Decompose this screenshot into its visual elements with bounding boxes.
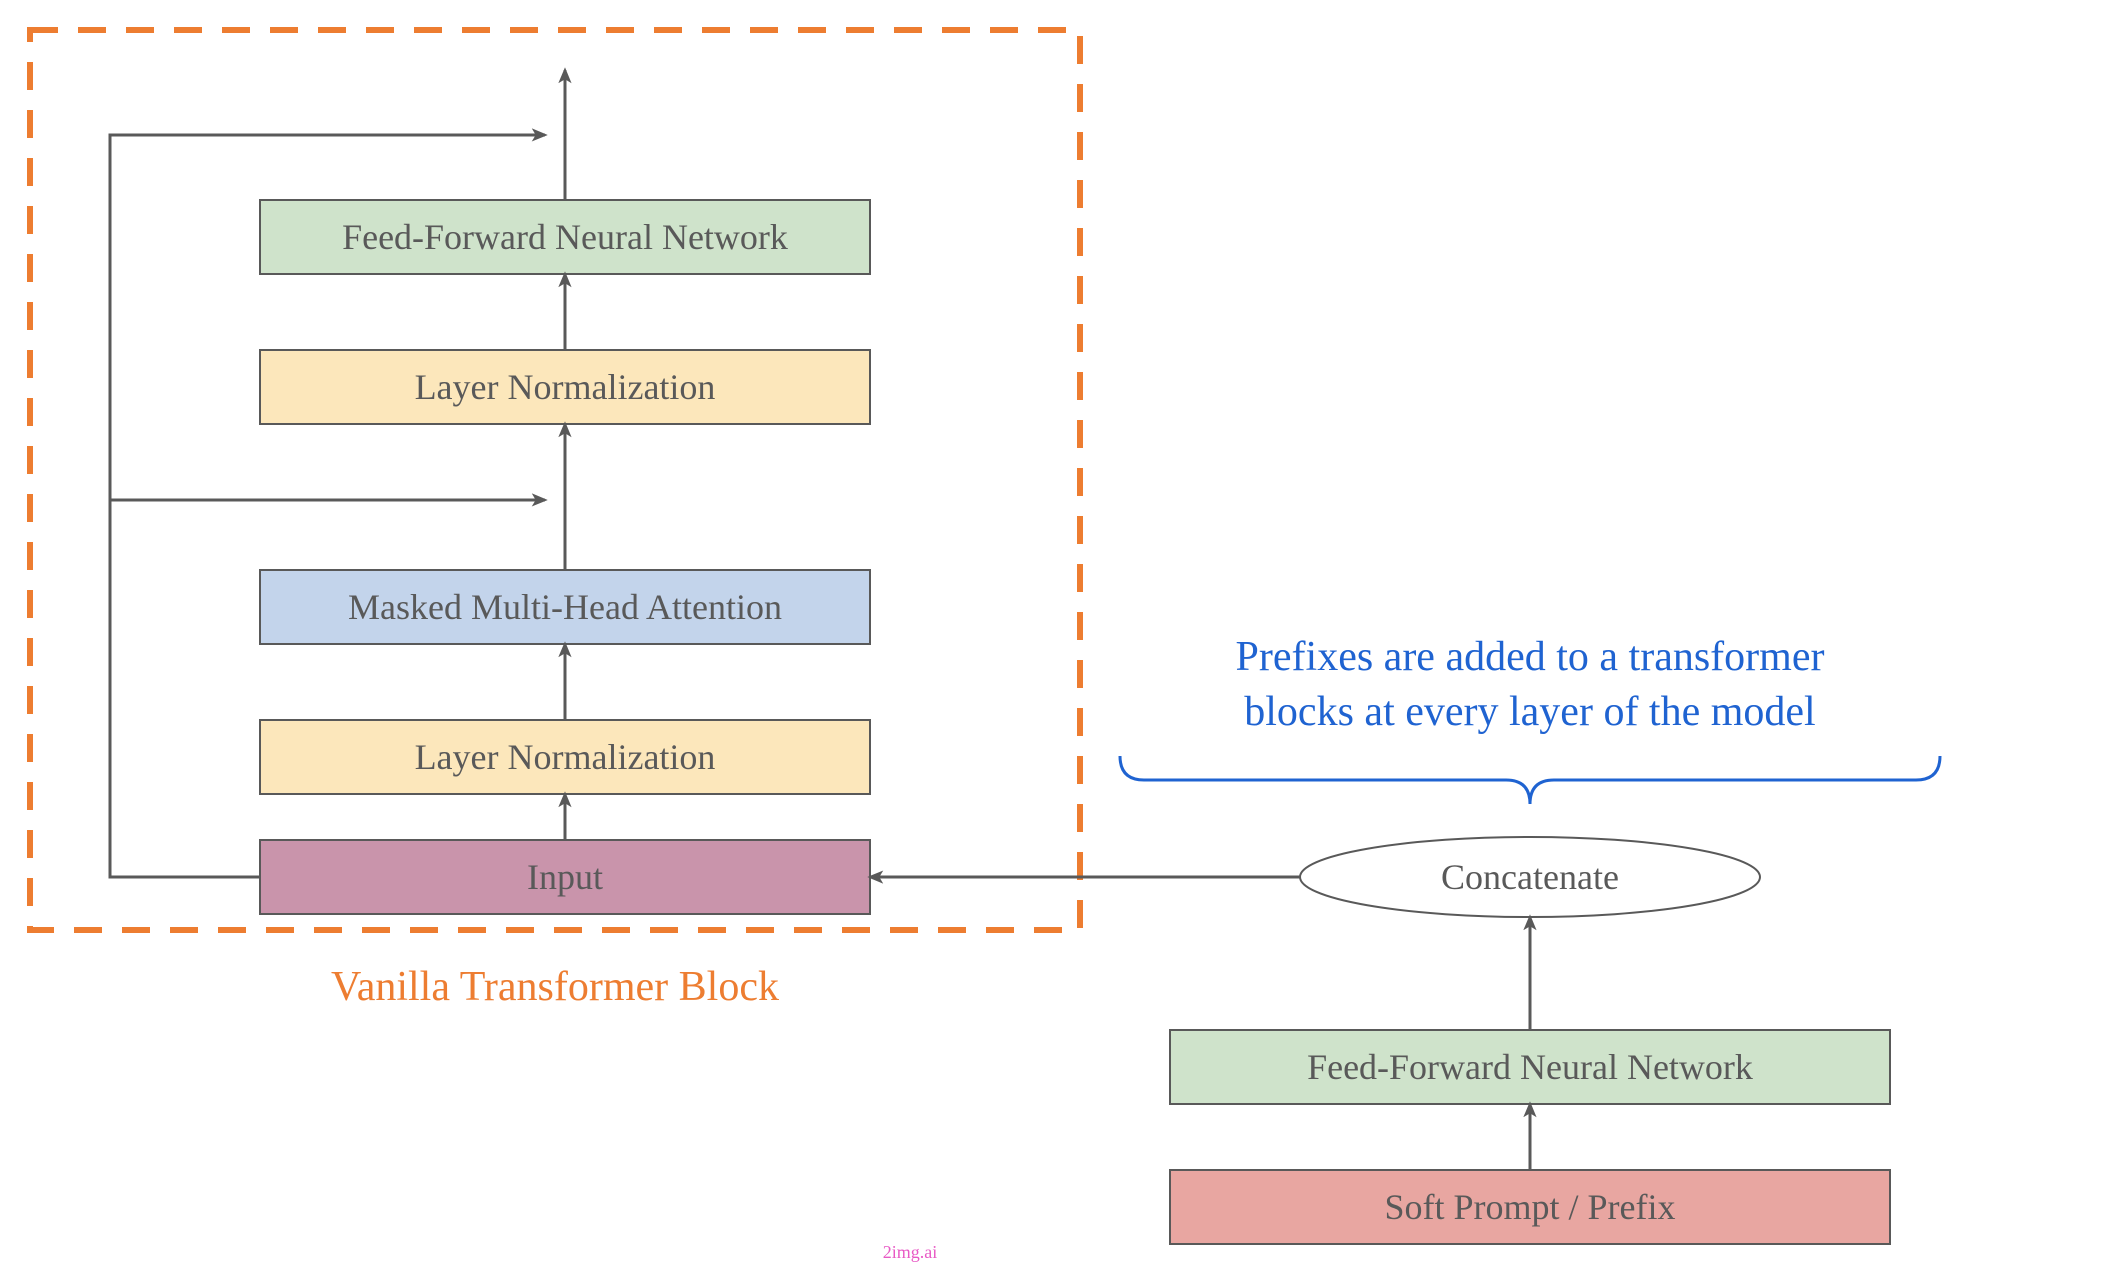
ln_top-label: Layer Normalization: [415, 367, 716, 407]
ffnn_right-label: Feed-Forward Neural Network: [1307, 1047, 1753, 1087]
prefix-caption-line1: Prefixes are added to a transformer: [1236, 634, 1825, 680]
skip-lower-arrow: [110, 500, 545, 877]
input-label: Input: [527, 857, 603, 897]
ln_bot-label: Layer Normalization: [415, 737, 716, 777]
ffnn_top-label: Feed-Forward Neural Network: [342, 217, 788, 257]
vanilla-block-caption: Vanilla Transformer Block: [331, 964, 779, 1010]
soft-label: Soft Prompt / Prefix: [1384, 1187, 1675, 1227]
prefix-caption-line2: blocks at every layer of the model: [1244, 689, 1815, 735]
skip-upper-arrow: [110, 135, 545, 500]
prefix-brace: [1120, 756, 1940, 804]
concat-label: Concatenate: [1441, 857, 1619, 897]
mmha-label: Masked Multi-Head Attention: [348, 587, 782, 627]
watermark: 2img.ai: [883, 1242, 938, 1262]
